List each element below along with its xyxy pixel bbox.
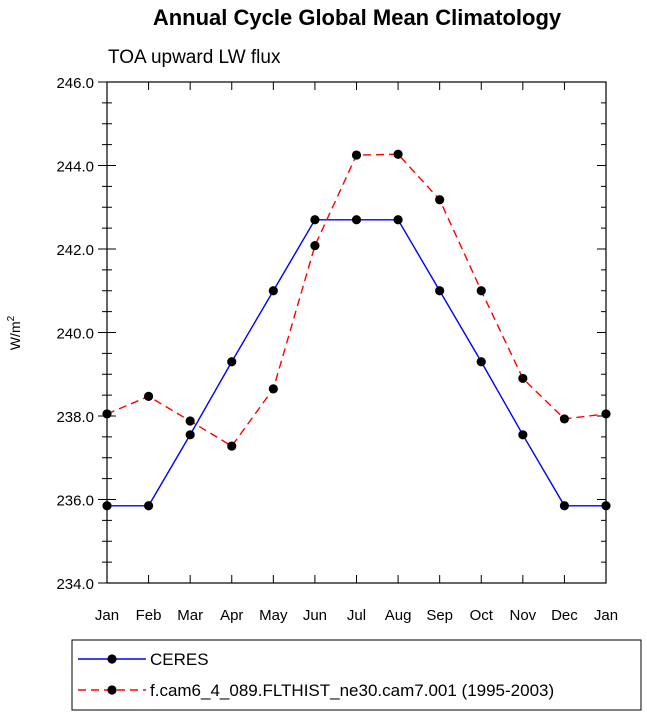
- plot-area: Jan Feb Mar Apr May Jun Jul Aug Sep Oct Nov Dec Jan2…: [56, 75, 618, 624]
- x-tick-label: Jan: [594, 607, 618, 624]
- series-2-point: [268, 384, 278, 394]
- series-1-point: [143, 501, 154, 511]
- y-tick-label: 244.0: [56, 159, 94, 176]
- series-2-point: [476, 286, 486, 296]
- series-2-point: [393, 149, 403, 159]
- series-1-point: [310, 215, 320, 225]
- series-2-point: [559, 414, 570, 424]
- series-2-point: [601, 409, 611, 419]
- series-2-point: [310, 241, 320, 251]
- series-1-point: [476, 357, 486, 367]
- legend-marker-2: [107, 685, 117, 695]
- x-tick-label: Dec: [551, 607, 578, 624]
- y-tick-label: 246.0: [56, 75, 94, 92]
- series-2-point: [351, 150, 362, 160]
- chart-title: Annual Cycle Global Mean Climatology: [153, 5, 562, 30]
- chart-subtitle: TOA upward LW flux: [108, 47, 281, 68]
- y-tick-label: 234.0: [56, 576, 94, 593]
- x-tick-label: Apr: [220, 607, 243, 624]
- y-tick-label: 238.0: [56, 409, 94, 426]
- series-1-point: [435, 286, 445, 296]
- y-tick-label: 240.0: [56, 326, 94, 343]
- x-tick-label: Aug: [385, 607, 412, 624]
- x-tick-label: Oct: [470, 607, 494, 624]
- y-tick-label: 236.0: [56, 493, 94, 510]
- x-tick-label: Nov: [509, 607, 536, 624]
- series-1-point: [102, 501, 112, 511]
- series-1-point: [518, 430, 528, 440]
- series-1-point: [185, 430, 195, 440]
- legend: CERES f.cam6_4_089.FLTHIST_ne30.cam7.001 …: [71, 639, 642, 711]
- legend-marker-1: [107, 654, 117, 664]
- series-2-point: [518, 373, 528, 384]
- series-2-point: [227, 441, 237, 451]
- y-axis-label-superscript: 2: [6, 315, 17, 321]
- series-2-point: [102, 409, 112, 419]
- x-tick-label: Jan: [95, 607, 119, 624]
- series-2-point: [143, 391, 154, 401]
- y-axis-label: W/m2: [6, 315, 23, 350]
- x-tick-label: Mar: [177, 607, 203, 624]
- series-1-point: [559, 501, 570, 511]
- series-2-point: [435, 195, 445, 205]
- legend-label-2: f.cam6_4_089.FLTHIST_ne30.cam7.001 (1995…: [150, 681, 554, 700]
- series-1-point: [601, 501, 611, 511]
- x-tick-label: Sep: [426, 607, 453, 624]
- legend-label-1: CERES: [150, 650, 209, 669]
- legend-box: [71, 639, 642, 711]
- y-axis-label-text: W/m: [7, 321, 23, 350]
- x-tick-label: Feb: [136, 607, 162, 624]
- series-1-point: [268, 286, 278, 296]
- x-tick-label: Jul: [347, 607, 366, 624]
- x-tick-label: Jun: [303, 607, 327, 624]
- series-1-point: [227, 357, 237, 367]
- series-1-point: [393, 215, 403, 225]
- series-2-point: [185, 416, 195, 426]
- series-line-2: [106, 153, 607, 447]
- y-tick-label: 242.0: [56, 242, 94, 259]
- series-line-1: [107, 219, 606, 507]
- x-tick-label: May: [259, 607, 288, 624]
- series-1-point: [351, 215, 362, 225]
